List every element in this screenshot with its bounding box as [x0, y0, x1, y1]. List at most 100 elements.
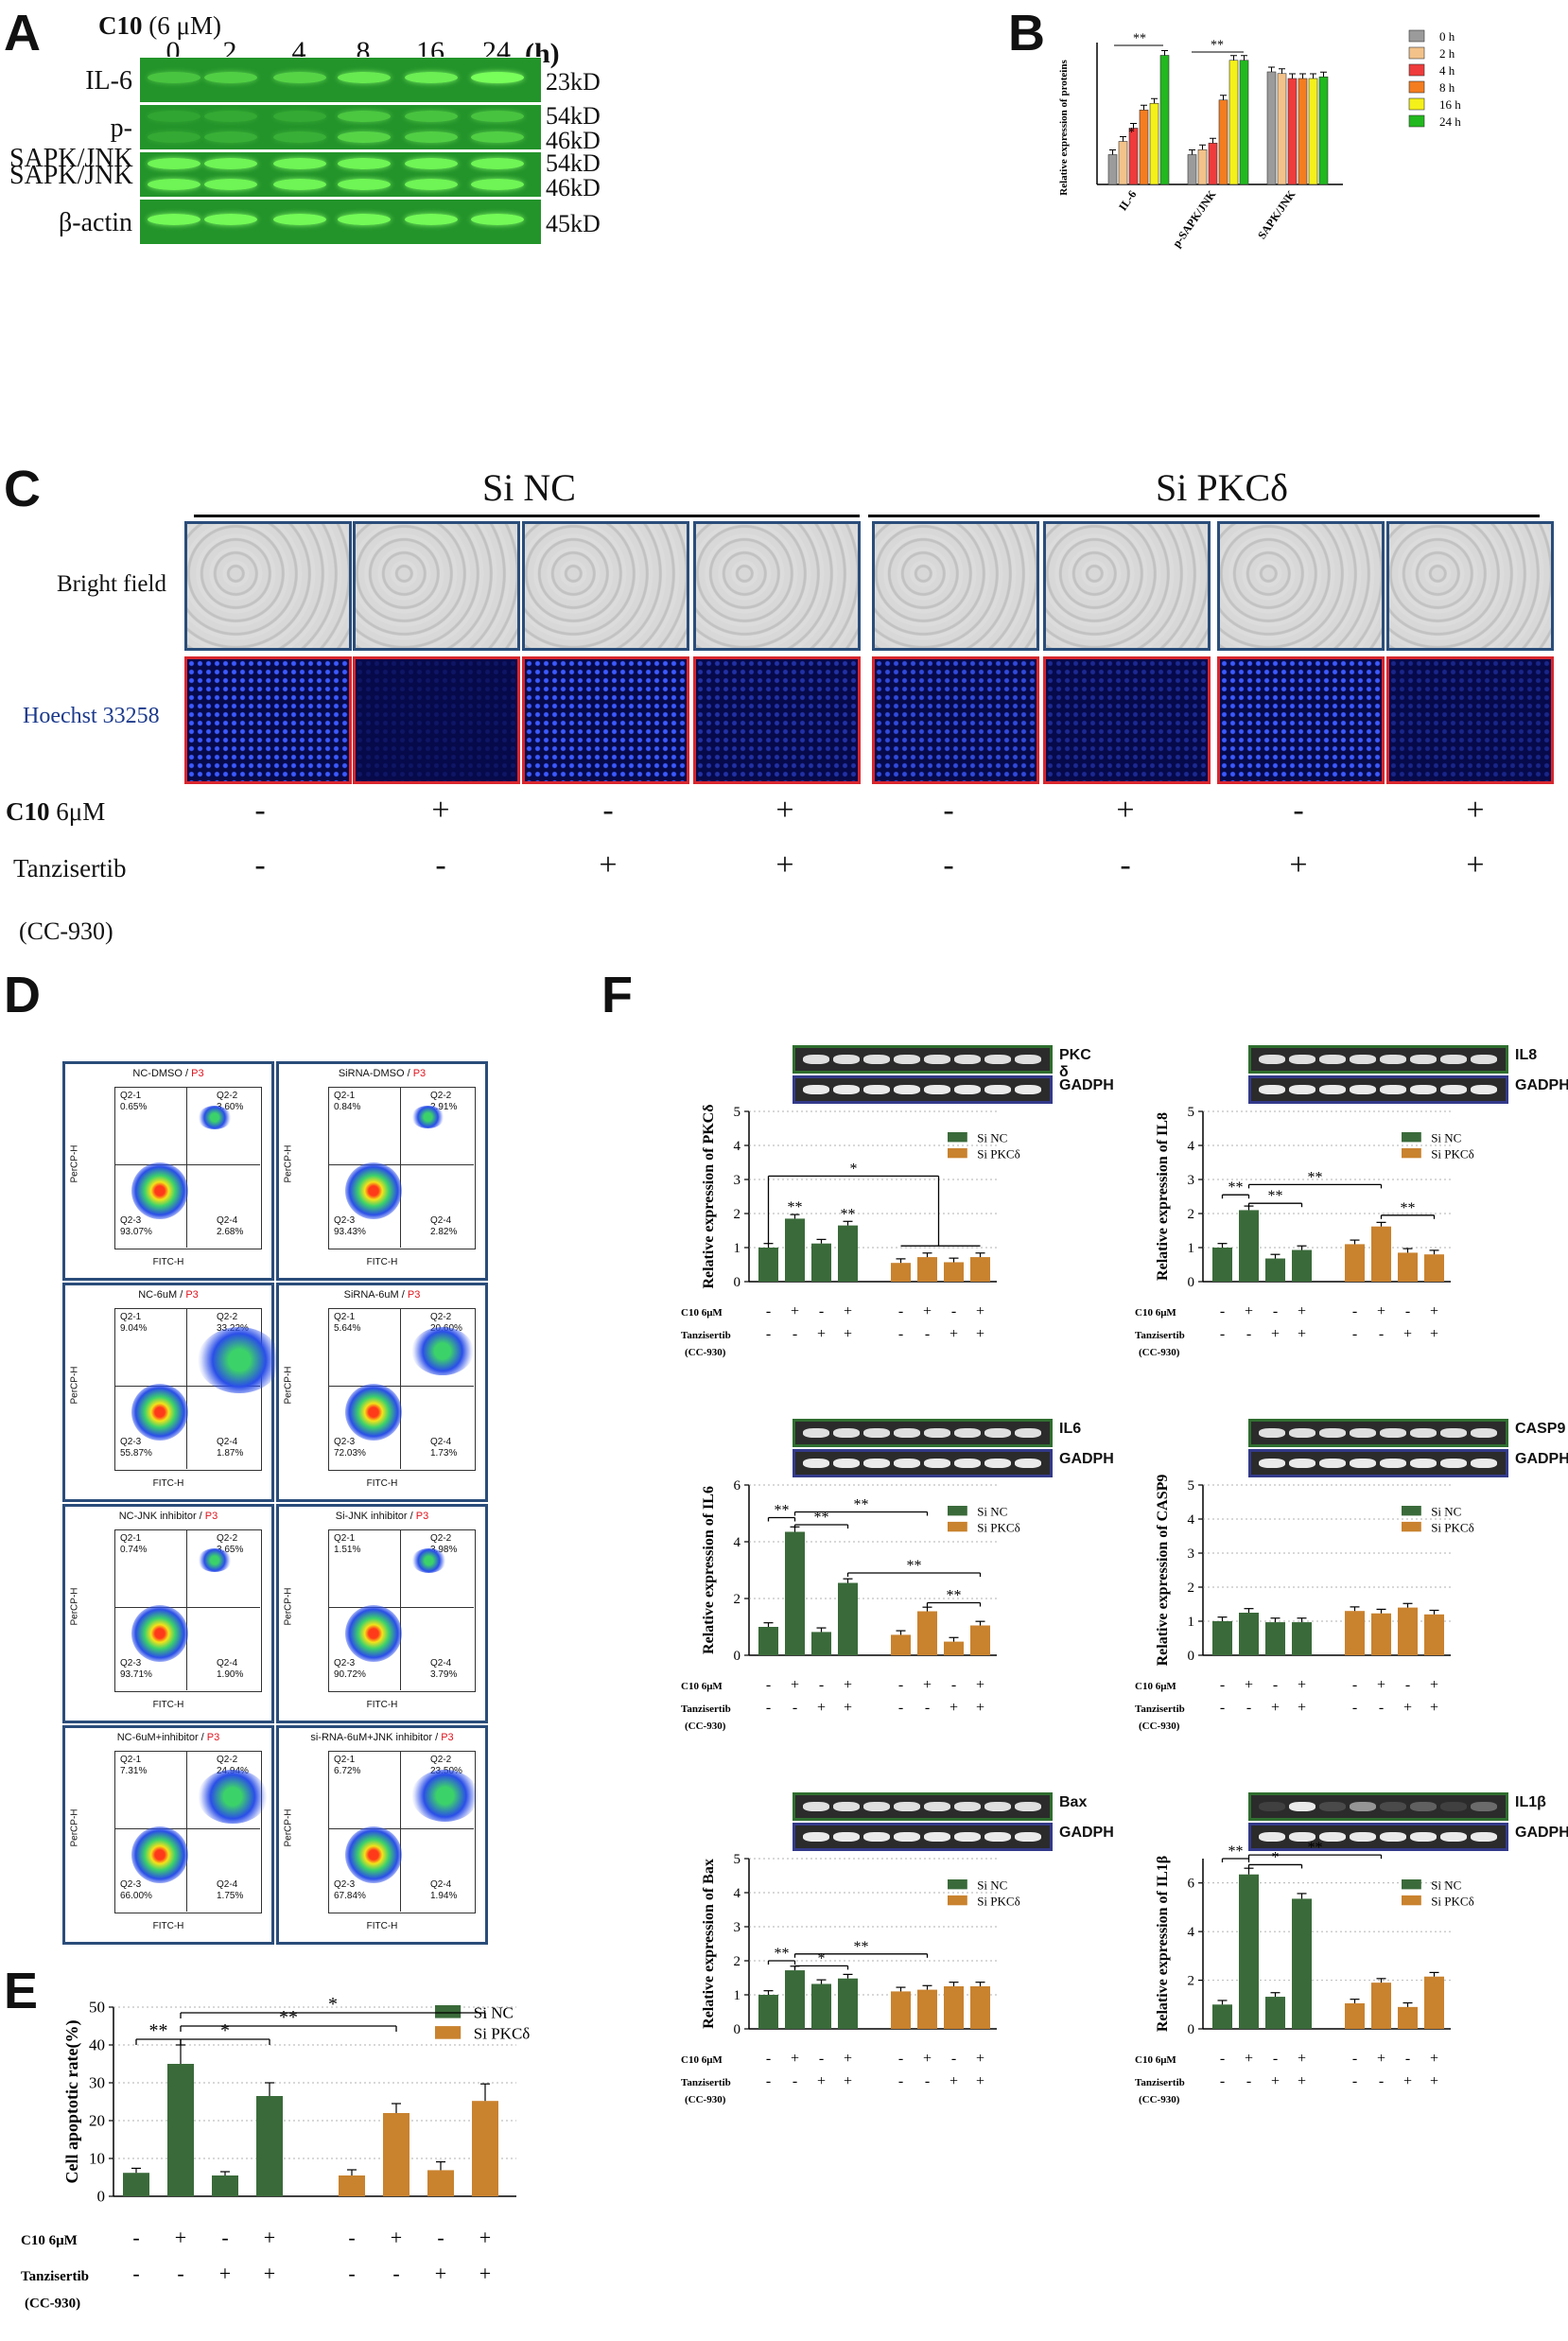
bar-si-nc	[758, 1248, 778, 1282]
c10-sign: -	[766, 1303, 771, 1319]
hoechst-image	[522, 656, 689, 784]
c10-sign: -	[766, 1677, 771, 1693]
c-tanz-sign: -	[435, 847, 446, 882]
flow-cloud-apoptotic	[411, 1548, 446, 1573]
flow-plot-area	[114, 1308, 262, 1471]
c-row-label-bright: Bright field	[57, 571, 166, 597]
flow-y-label: PerCP-H	[69, 1366, 80, 1405]
blot-band	[204, 110, 257, 122]
tanz-sign: +	[1271, 2073, 1280, 2089]
bar-si-pkcd	[891, 1263, 911, 1282]
y-tick-label: 2	[734, 1592, 741, 1607]
flow-cloud-apoptotic	[198, 1770, 268, 1825]
y-tick-label: 0	[734, 1275, 741, 1290]
tanz-sign: -	[1246, 1326, 1251, 1342]
blot-band	[471, 110, 524, 122]
tanz-sign: +	[950, 2073, 958, 2089]
significance-label: **	[279, 2007, 298, 2028]
c10-sign: +	[1377, 2051, 1385, 2067]
blot-band	[338, 157, 391, 169]
gel-gadph-label: GADPH	[1059, 1825, 1114, 1841]
gel-target	[1248, 1419, 1508, 1447]
blot-weight: 23kD	[546, 68, 601, 96]
c10-sign: -	[1405, 2051, 1410, 2067]
b-bar	[1228, 60, 1239, 185]
flow-q2: Q2-2 2.91%	[430, 1091, 458, 1112]
bar-si-pkcd	[944, 1641, 964, 1655]
gel-band	[954, 1832, 981, 1842]
gel-band	[894, 1802, 920, 1811]
blot-band	[471, 178, 524, 190]
y-tick-label: 4	[734, 1139, 741, 1154]
gel-band	[1350, 1085, 1376, 1094]
c-tanz-sign: -	[943, 847, 954, 882]
y-tick-label: 4	[1188, 1925, 1195, 1940]
c-c10-sign: -	[602, 793, 614, 828]
significance-bracket: **	[1247, 1188, 1303, 1208]
significance-label: **	[841, 1206, 856, 1222]
flow-q2: Q2-2 3.60%	[217, 1091, 244, 1112]
gel-gadph	[1248, 1075, 1508, 1104]
gel-band	[1410, 1428, 1437, 1438]
tanz-sign: +	[844, 1700, 852, 1716]
tanz-sign: -	[132, 2262, 139, 2285]
blot-band	[148, 214, 200, 226]
f-chart-f-il8: IL8 GADPH 0 1 2 3 4 5 Relative expression of IL8…	[1078, 1036, 1568, 1409]
flow-y-label: PerCP-H	[69, 1587, 80, 1626]
significance-label: **	[788, 1199, 803, 1215]
y-tick-label: 50	[89, 1999, 105, 2017]
significance-label: *	[850, 1161, 858, 1177]
y-tick-label: 4	[1188, 1512, 1195, 1528]
blot-band	[338, 110, 391, 122]
c10-sign: +	[1245, 1303, 1253, 1319]
tanz-label: Tanzisertib	[21, 2269, 89, 2284]
y-tick-label: 0	[97, 2188, 106, 2206]
gel-band	[1410, 1459, 1437, 1468]
c10-sign: -	[1352, 2051, 1357, 2067]
c10-sign: +	[1298, 1677, 1306, 1693]
c10-label: C10 6μM	[681, 1681, 723, 1692]
c10-sign: +	[844, 1677, 852, 1693]
y-tick-label: 2	[1188, 1207, 1195, 1222]
b-legend-swatch	[1408, 97, 1425, 111]
flow-quad-h	[328, 1164, 474, 1165]
hoechst-image	[1217, 656, 1385, 784]
significance-bracket: *	[180, 1994, 486, 2018]
c-c10-sign: -	[254, 793, 266, 828]
c-c10-sign: +	[775, 793, 794, 828]
flow-quad-v	[186, 1529, 187, 1690]
c10-sign: -	[766, 2051, 771, 2067]
gel-band	[803, 1055, 829, 1064]
gel-band	[803, 1802, 829, 1811]
bar-si-nc	[212, 2175, 238, 2196]
b-legend-swatch	[1408, 80, 1425, 94]
tanz-sign: +	[844, 1326, 852, 1342]
bright-field-image	[1043, 521, 1211, 651]
tanz-sign: +	[264, 2262, 275, 2285]
significance-label: **	[947, 1588, 962, 1604]
flow-plot-title: NC-JNK inhibitor / P3	[118, 1511, 218, 1522]
significance-label: **	[149, 2020, 168, 2041]
flow-q3: Q2-3 55.87%	[120, 1437, 152, 1459]
b-legend-label: 8 h	[1439, 80, 1455, 95]
gel-band	[894, 1055, 920, 1064]
gel-band	[984, 1085, 1011, 1094]
legend-label: Si NC	[1431, 1130, 1461, 1144]
flow-q1: Q2-1 0.74%	[120, 1533, 148, 1555]
tanz-sub-label: (CC-930)	[1139, 2094, 1180, 2105]
flow-quad-h	[114, 1607, 260, 1608]
flow-cloud-apoptotic	[198, 1327, 282, 1393]
c-tanz-sign: +	[1289, 847, 1308, 882]
flow-y-label: PerCP-H	[283, 1144, 294, 1183]
flow-plot-title: SiRNA-DMSO / P3	[338, 1068, 427, 1079]
c-c10-sign: +	[431, 793, 450, 828]
c10-sign: -	[898, 1303, 903, 1319]
f-chart-f-il6: IL6 GADPH 0 2 4 6 Relative expression of IL6 Si…	[624, 1409, 1114, 1783]
flow-plot-area	[328, 1087, 476, 1249]
gel-band	[803, 1459, 829, 1468]
bar-si-pkcd	[1345, 1244, 1365, 1282]
significance-bracket: **	[1247, 1840, 1383, 1860]
blot-band	[405, 214, 458, 226]
tanz-label: Tanzisertib	[1135, 1330, 1185, 1341]
b-bar	[1287, 78, 1298, 185]
